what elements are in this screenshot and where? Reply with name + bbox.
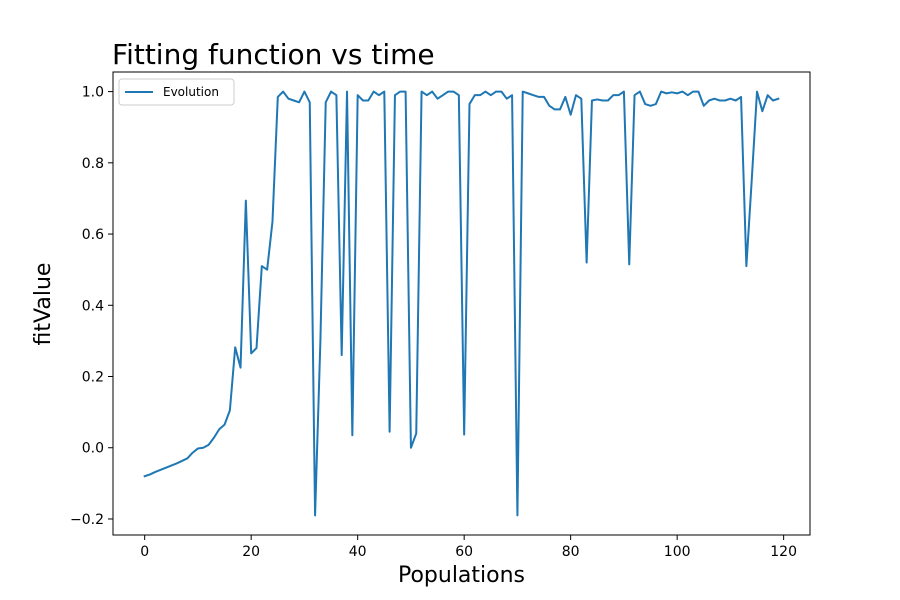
x-tick-label: 60 bbox=[455, 544, 473, 560]
series-line-evolution bbox=[143, 90, 780, 517]
y-tick-label: 0.2 bbox=[82, 370, 104, 386]
y-tick-label: 0.8 bbox=[82, 156, 104, 172]
x-tick-label: 40 bbox=[349, 544, 367, 560]
x-tick-label: 100 bbox=[664, 544, 691, 560]
y-tick-label: 0.4 bbox=[82, 298, 104, 314]
x-tick-label: 80 bbox=[562, 544, 580, 560]
plot-area: 0 20 40 60 80 100 120 −0.2 0.0 0.2 0.4 0.6 0.8 1.0 Evo… bbox=[70, 71, 811, 560]
y-tick-label: −0.2 bbox=[70, 512, 104, 528]
y-tick-label: 0.6 bbox=[82, 227, 104, 243]
y-axis-label: fitValue bbox=[31, 263, 56, 346]
legend-label: Evolution bbox=[163, 85, 219, 99]
y-tick-label: 1.0 bbox=[82, 85, 104, 101]
x-tick-label: 0 bbox=[140, 544, 149, 560]
chart-title: Fitting function vs time bbox=[112, 38, 435, 71]
y-tick-label: 0.0 bbox=[82, 441, 104, 457]
x-axis-label: Populations bbox=[398, 563, 525, 588]
legend-box bbox=[118, 78, 235, 106]
axes-frame bbox=[112, 71, 811, 536]
x-tick-label: 20 bbox=[242, 544, 260, 560]
x-tick-label: 120 bbox=[770, 544, 797, 560]
